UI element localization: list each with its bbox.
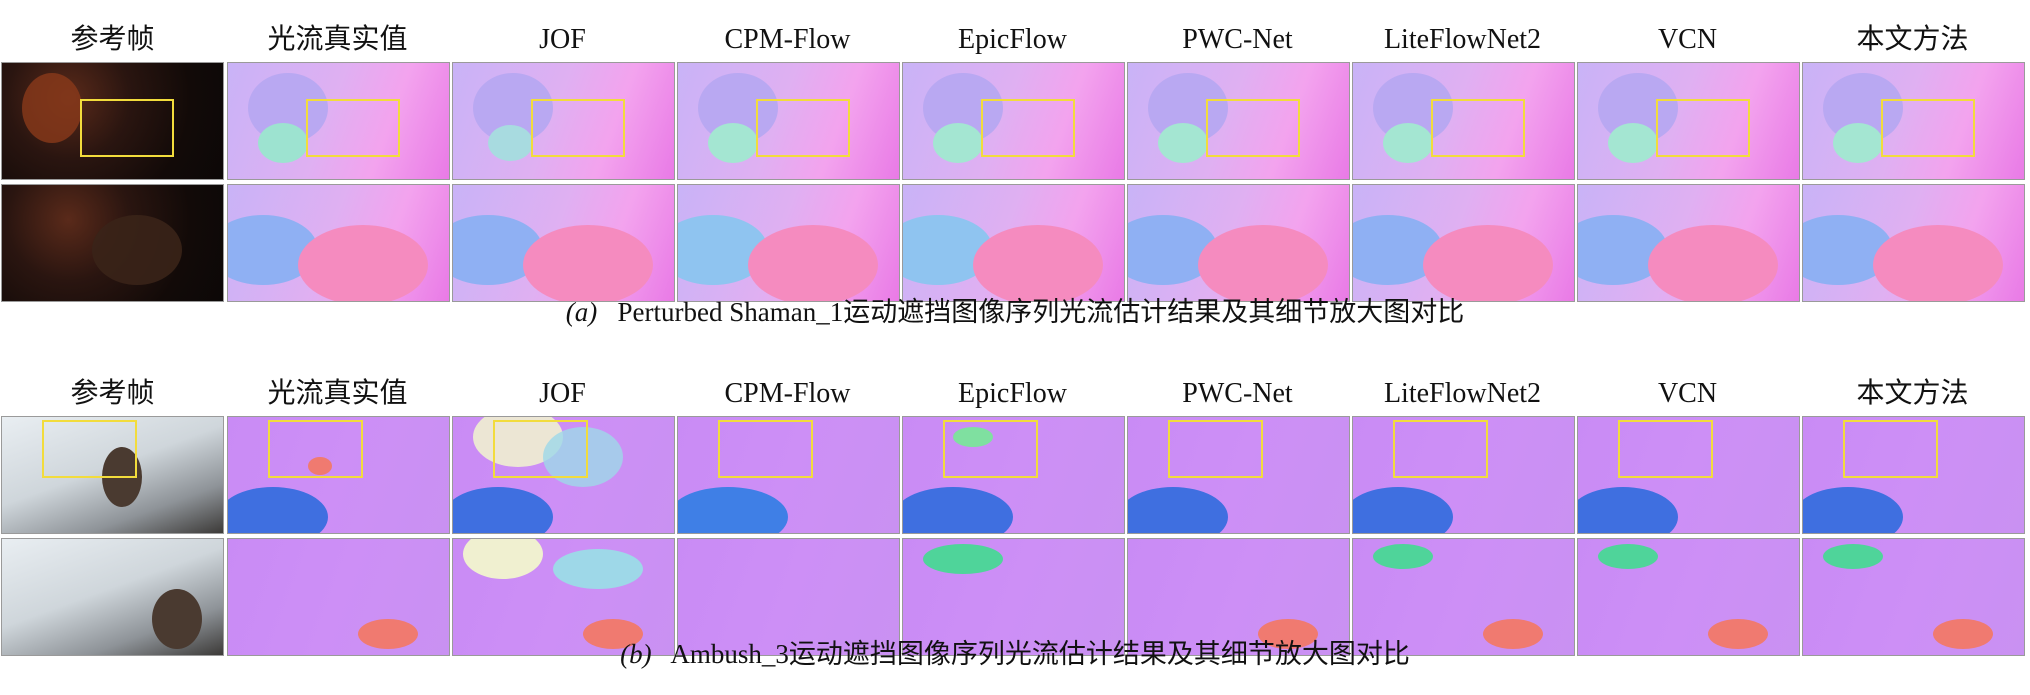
- flow-zoom-image-pwc-net: [1127, 184, 1350, 302]
- flow-image-jof: [452, 62, 675, 180]
- image-row-full-b: [0, 416, 2030, 536]
- flow-image-cpm-flow: [677, 62, 900, 180]
- flow-image-pwc-net: [1127, 62, 1350, 180]
- flow-image-vcn: [1577, 62, 1800, 180]
- flow-image-proposed-method: [1802, 62, 2025, 180]
- column-label: LiteFlowNet2: [1383, 24, 1542, 55]
- zoom-region-box: [531, 99, 625, 157]
- column-label: 光流真实值: [267, 378, 408, 409]
- flow-image-proposed-method: [1802, 416, 2025, 534]
- reference-frame-zoom-image: [1, 538, 224, 656]
- column-labels-b: 参考帧 光流真实值 JOF CPM-Flow EpicFlow PWC-Net …: [0, 372, 2030, 416]
- column-label: PWC-Net: [1182, 24, 1293, 55]
- zoom-region-box: [80, 99, 174, 157]
- flow-image-pwc-net: [1127, 416, 1350, 534]
- figure-caption-b: (b) Ambush_3运动遮挡图像序列光流估计结果及其细节放大图对比: [0, 636, 2030, 672]
- column-labels-a: 参考帧 光流真实值 JOF CPM-Flow EpicFlow PWC-Net …: [0, 18, 2030, 62]
- flow-zoom-image-jof: [452, 538, 675, 656]
- zoom-region-box: [1168, 420, 1263, 478]
- zoom-region-box: [1206, 99, 1300, 157]
- flow-zoom-image-epicflow: [902, 184, 1125, 302]
- zoom-region-box: [943, 420, 1038, 478]
- figure-panel-a: 参考帧 光流真实值 JOF CPM-Flow EpicFlow PWC-Net …: [0, 18, 2030, 306]
- zoom-region-box: [1843, 420, 1938, 478]
- flow-zoom-image-liteflownet2: [1352, 184, 1575, 302]
- flow-image-epicflow: [902, 416, 1125, 534]
- column-label: 参考帧: [70, 378, 155, 409]
- figure-caption-a: (a) Perturbed Shaman_1运动遮挡图像序列光流估计结果及其细节…: [0, 294, 2030, 330]
- reference-frame-zoom-image: [1, 184, 224, 302]
- zoom-region-box: [1431, 99, 1525, 157]
- flow-zoom-image-epicflow: [902, 538, 1125, 656]
- column-label: EpicFlow: [958, 378, 1067, 409]
- zoom-region-box: [493, 420, 588, 478]
- flow-zoom-image-pwc-net: [1127, 538, 1350, 656]
- zoom-region-box: [306, 99, 400, 157]
- flow-zoom-image-proposed-method: [1802, 184, 2025, 302]
- column-label: 本文方法: [1856, 378, 1969, 409]
- column-label: EpicFlow: [958, 24, 1067, 55]
- zoom-region-box: [1881, 99, 1975, 157]
- column-label: CPM-Flow: [724, 24, 851, 55]
- figure-panel-b: 参考帧 光流真实值 JOF CPM-Flow EpicFlow PWC-Net …: [0, 372, 2030, 660]
- flow-zoom-image-proposed-method: [1802, 538, 2025, 656]
- column-label: CPM-Flow: [724, 378, 851, 409]
- flow-zoom-image-vcn: [1577, 184, 1800, 302]
- zoom-region-box: [1656, 99, 1750, 157]
- flow-zoom-image-ground-truth: [227, 538, 450, 656]
- zoom-region-box: [1393, 420, 1488, 478]
- flow-zoom-image-liteflownet2: [1352, 538, 1575, 656]
- column-label: PWC-Net: [1182, 378, 1293, 409]
- flow-image-epicflow: [902, 62, 1125, 180]
- image-row-zoom-b: [0, 538, 2030, 658]
- zoom-region-box: [1618, 420, 1713, 478]
- flow-zoom-image-vcn: [1577, 538, 1800, 656]
- flow-image-vcn: [1577, 416, 1800, 534]
- flow-zoom-image-cpm-flow: [677, 184, 900, 302]
- column-label: JOF: [539, 378, 586, 409]
- reference-frame-image: [1, 62, 224, 180]
- column-label: LiteFlowNet2: [1383, 378, 1542, 409]
- caption-letter: (b): [620, 639, 652, 669]
- zoom-region-box: [756, 99, 850, 157]
- column-label: 本文方法: [1856, 24, 1969, 55]
- zoom-region-box: [268, 420, 363, 478]
- column-label: VCN: [1657, 24, 1718, 55]
- image-row-full-a: [0, 62, 2030, 182]
- zoom-region-box: [42, 420, 137, 478]
- flow-image-ground-truth: [227, 416, 450, 534]
- flow-image-liteflownet2: [1352, 62, 1575, 180]
- column-label: JOF: [539, 24, 586, 55]
- flow-image-cpm-flow: [677, 416, 900, 534]
- zoom-region-box: [981, 99, 1075, 157]
- column-label: VCN: [1657, 378, 1718, 409]
- flow-image-liteflownet2: [1352, 416, 1575, 534]
- reference-frame-image: [1, 416, 224, 534]
- image-row-zoom-a: [0, 184, 2030, 304]
- flow-zoom-image-ground-truth: [227, 184, 450, 302]
- flow-image-jof: [452, 416, 675, 534]
- caption-text: Perturbed Shaman_1运动遮挡图像序列光流估计结果及其细节放大图对…: [617, 297, 1465, 327]
- flow-zoom-image-cpm-flow: [677, 538, 900, 656]
- flow-zoom-image-jof: [452, 184, 675, 302]
- zoom-region-box: [718, 420, 813, 478]
- column-label: 参考帧: [70, 24, 155, 55]
- caption-letter: (a): [565, 297, 598, 327]
- flow-image-ground-truth: [227, 62, 450, 180]
- column-label: 光流真实值: [267, 24, 408, 55]
- caption-text: Ambush_3运动遮挡图像序列光流估计结果及其细节放大图对比: [670, 639, 1410, 669]
